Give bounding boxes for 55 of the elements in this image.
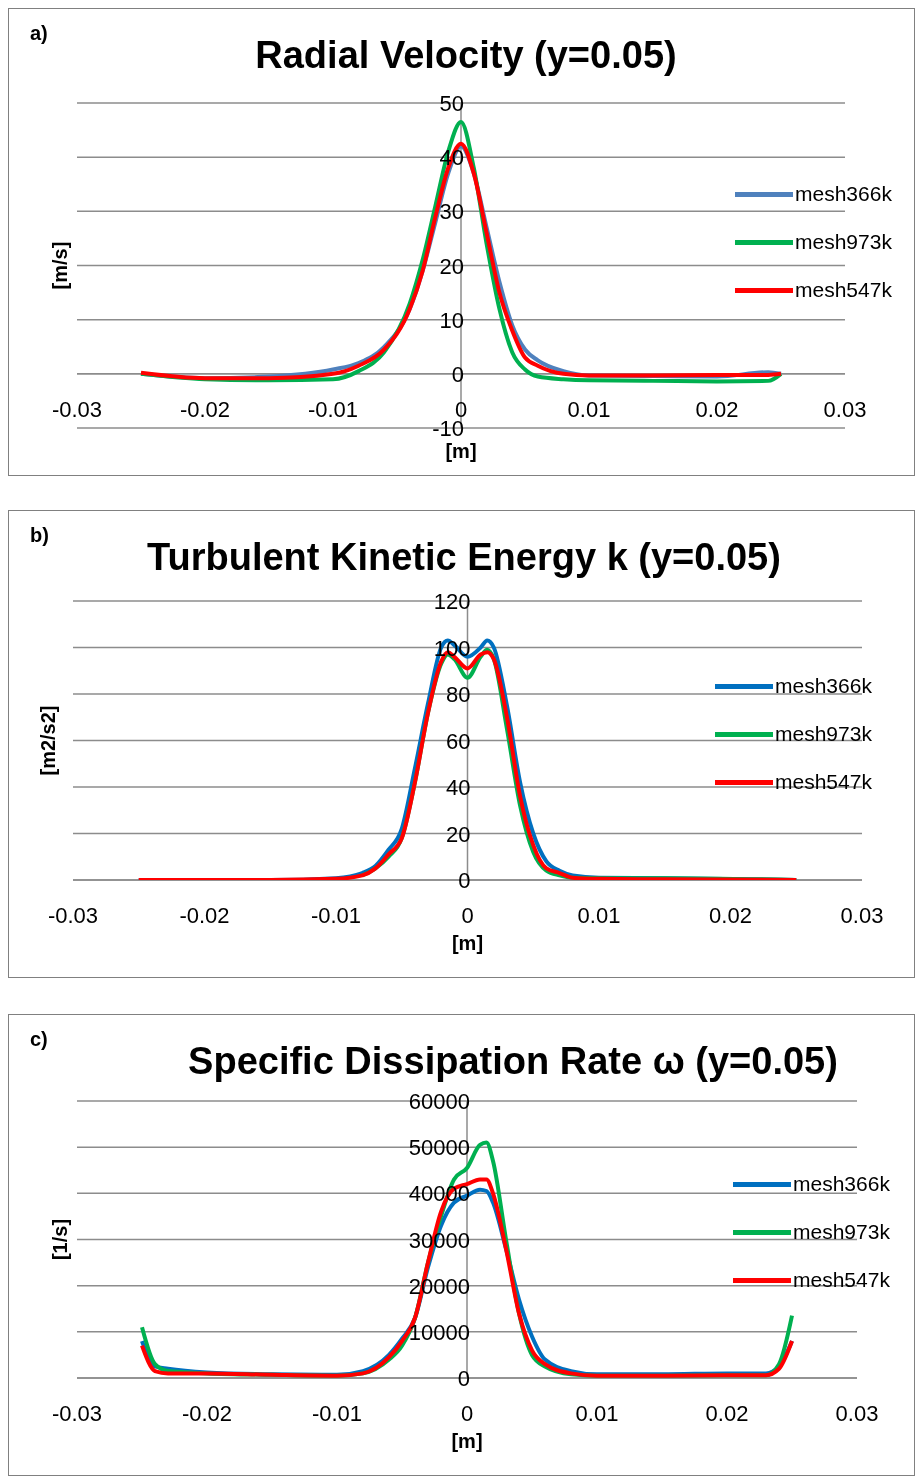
y-tick-label: 60 bbox=[446, 728, 471, 754]
chart-title: Radial Velocity (y=0.05) bbox=[254, 34, 678, 77]
y-tick-label: 80 bbox=[446, 682, 471, 707]
x-tick-label: 0.01 bbox=[567, 396, 611, 422]
x-tick-label: -0.03 bbox=[51, 1401, 103, 1426]
y-tick-label: 10000 bbox=[408, 1319, 470, 1345]
text: a) bbox=[30, 22, 48, 45]
legend-label: mesh366k bbox=[793, 1172, 890, 1196]
legend-label: mesh973k bbox=[793, 1220, 890, 1244]
chart-title: Specific Dissipation Rate ω (y=0.05) bbox=[187, 1040, 839, 1083]
x-tick-label: -0.03 bbox=[51, 396, 103, 422]
y-axis-title: [m/s] bbox=[48, 240, 72, 291]
legend-label: mesh547k bbox=[775, 770, 872, 794]
x-tick-label: -0.02 bbox=[179, 903, 230, 928]
x-tick-label: -0.03 bbox=[47, 903, 99, 928]
x-tick-label: 0.02 bbox=[695, 396, 739, 422]
legend-label: mesh366k bbox=[775, 674, 872, 698]
y-tick-label: 0 bbox=[457, 1366, 470, 1391]
x-axis-title: [m] bbox=[451, 1430, 483, 1452]
y-tick-label: 10 bbox=[439, 307, 464, 333]
y-tick-label: 20 bbox=[446, 821, 471, 847]
x-tick-label: -0.01 bbox=[311, 1401, 363, 1426]
x-tick-label: 0.01 bbox=[575, 1401, 619, 1426]
legend-label: mesh973k bbox=[795, 230, 892, 254]
x-tick-label: -0.02 bbox=[181, 1401, 233, 1426]
y-tick-label: 20 bbox=[439, 253, 464, 279]
x-tick-label: 0.02 bbox=[705, 1401, 749, 1426]
x-tick-label: 0.03 bbox=[835, 1401, 879, 1426]
chart-title: Turbulent Kinetic Energy k (y=0.05) bbox=[147, 536, 781, 578]
legend-label: mesh973k bbox=[775, 722, 872, 746]
text: b) bbox=[30, 524, 49, 547]
x-tick-label: -0.01 bbox=[310, 903, 362, 928]
y-axis-title: [m2/s2] bbox=[36, 704, 60, 777]
y-tick-label: 40 bbox=[446, 775, 471, 800]
y-axis-title: [1/s] bbox=[48, 1217, 72, 1262]
legend-label: mesh366k bbox=[795, 182, 892, 206]
y-tick-label: 30 bbox=[439, 199, 464, 225]
x-tick-label: 0.03 bbox=[840, 903, 884, 928]
x-axis-title: [m] bbox=[445, 440, 477, 462]
legend-label: mesh547k bbox=[793, 1268, 890, 1292]
x-tick-label: 0.01 bbox=[577, 903, 621, 928]
y-tick-label: 120 bbox=[433, 589, 471, 614]
x-tick-label: -0.01 bbox=[307, 396, 359, 422]
x-tick-label: 0.02 bbox=[709, 903, 752, 928]
y-tick-label: 50 bbox=[439, 91, 464, 116]
legend-label: mesh547k bbox=[795, 278, 892, 302]
x-tick-label: 0.03 bbox=[823, 396, 867, 422]
x-axis-title: [m] bbox=[451, 932, 484, 954]
y-tick-label: 0 bbox=[458, 868, 471, 893]
y-tick-label: -10 bbox=[432, 416, 464, 441]
text: c) bbox=[30, 1028, 48, 1051]
x-tick-label: -0.02 bbox=[179, 396, 231, 422]
y-tick-label: 50000 bbox=[408, 1135, 470, 1161]
y-tick-label: 0 bbox=[451, 361, 464, 387]
y-tick-label: 60000 bbox=[408, 1089, 470, 1114]
